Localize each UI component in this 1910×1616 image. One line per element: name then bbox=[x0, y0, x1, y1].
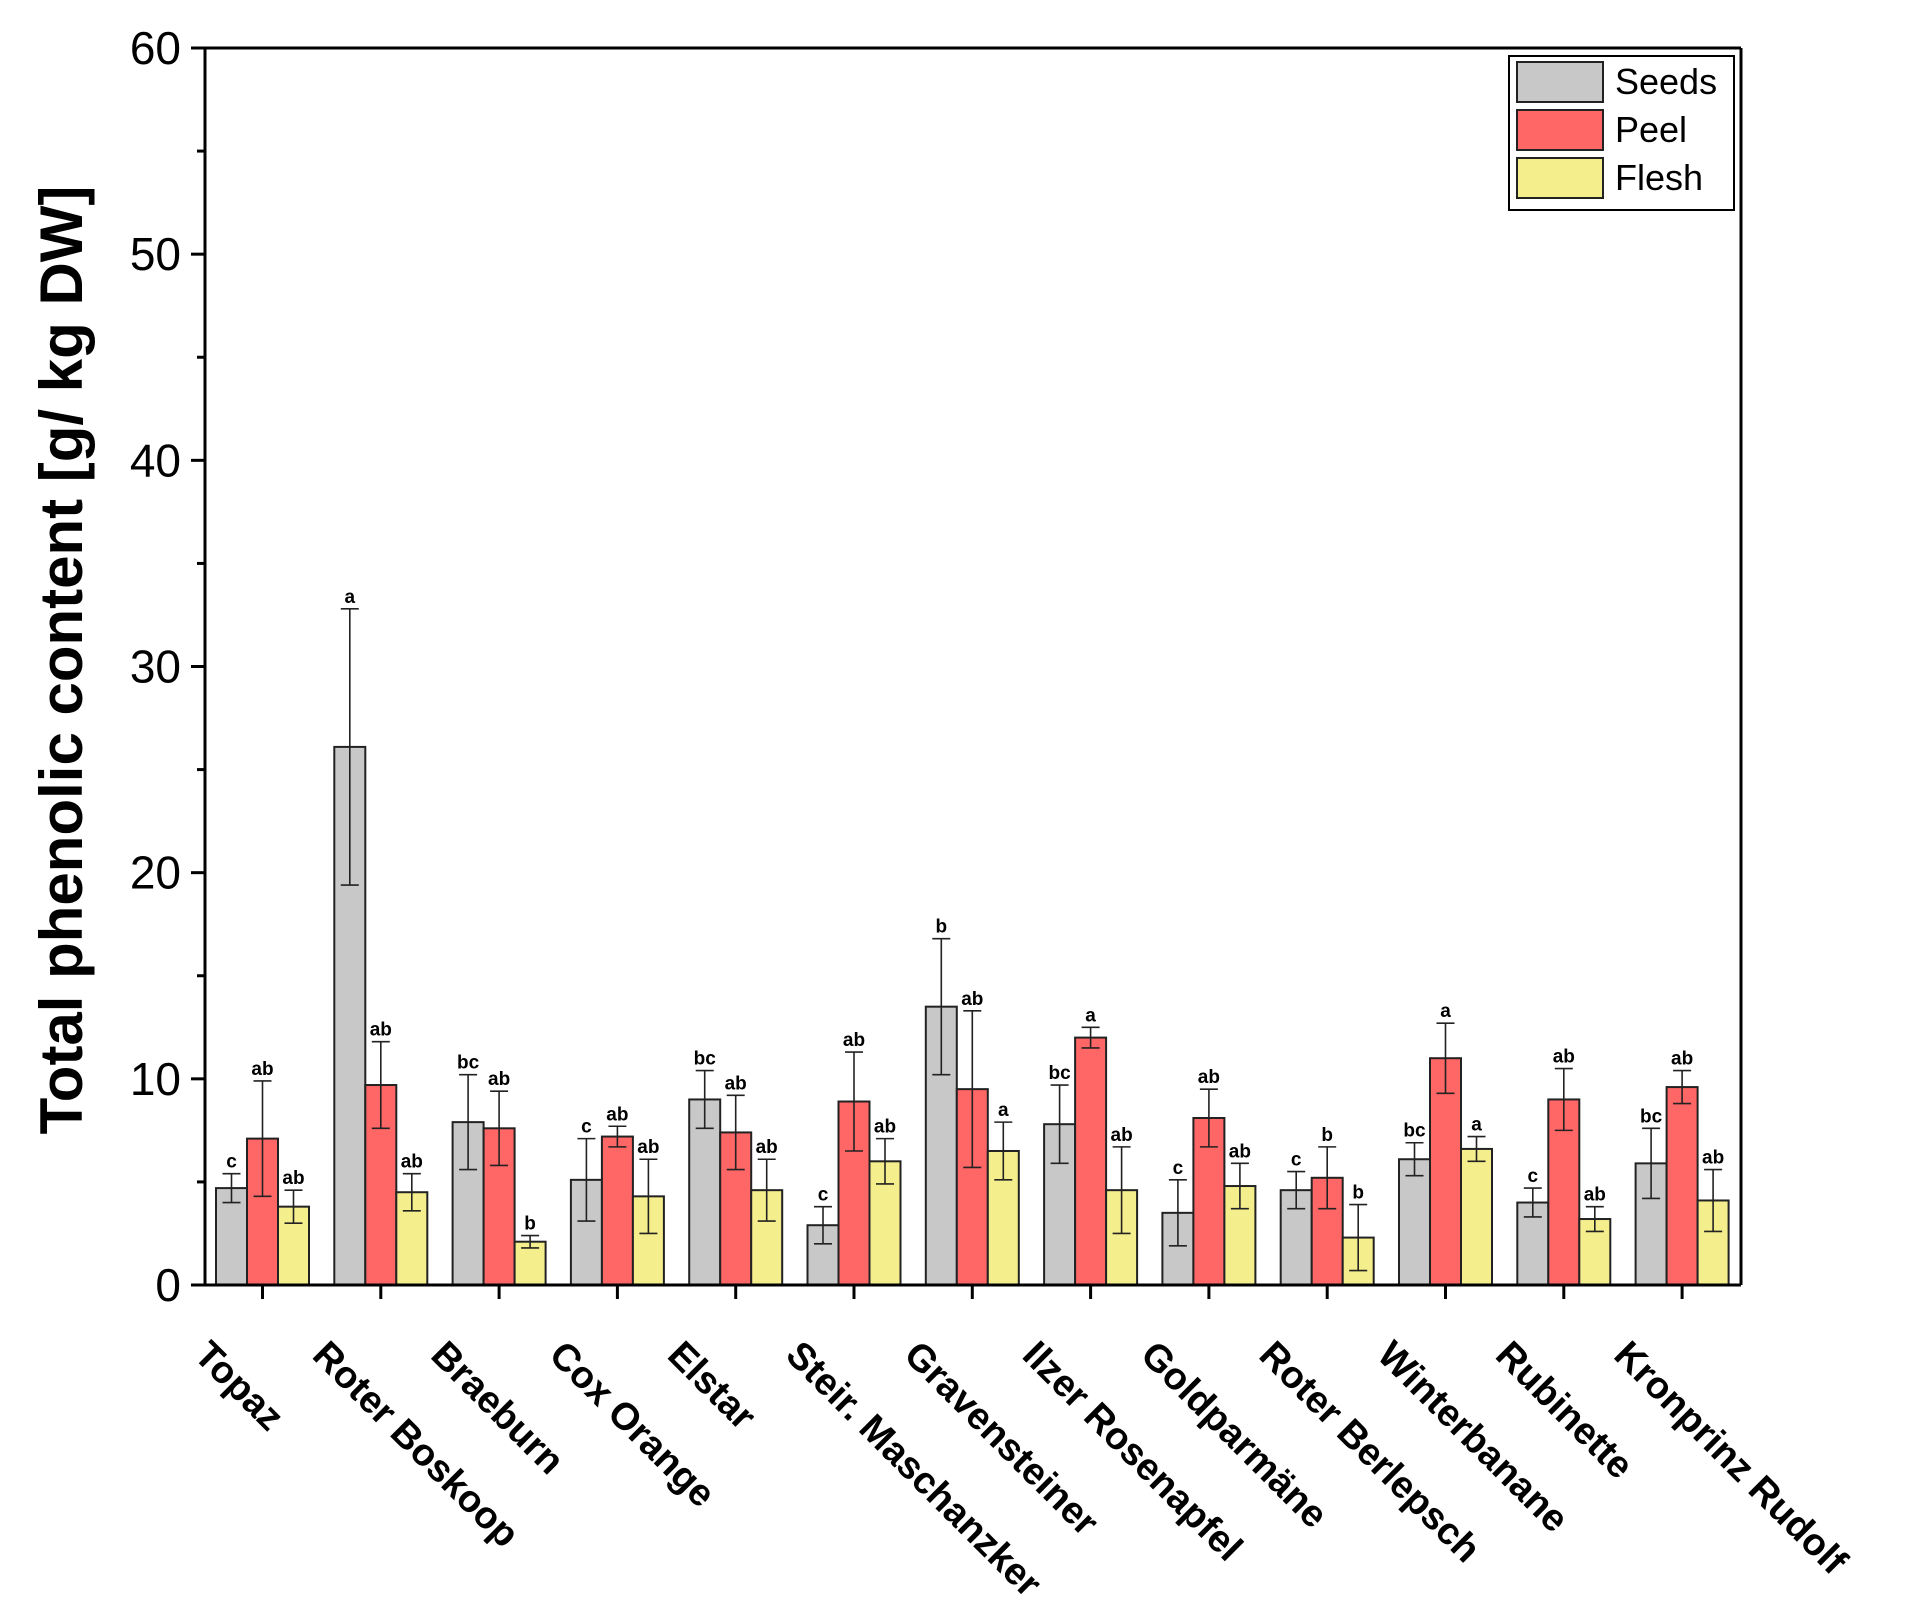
significance-letter: ab bbox=[1584, 1185, 1606, 1206]
significance-letter: ab bbox=[1702, 1148, 1724, 1169]
significance-letter: c bbox=[581, 1117, 592, 1138]
significance-letter: b bbox=[935, 917, 947, 938]
x-category-label: Ilzer Rosenapfel bbox=[1014, 1334, 1250, 1570]
legend: Seeds Peel Flesh bbox=[1508, 55, 1735, 211]
significance-letter: bc bbox=[457, 1053, 480, 1074]
significance-letter: bc bbox=[1403, 1121, 1426, 1142]
significance-letter: ab bbox=[606, 1104, 628, 1125]
significance-letter: ab bbox=[1229, 1141, 1251, 1162]
legend-label-flesh: Flesh bbox=[1615, 157, 1703, 198]
y-tick-label: 30 bbox=[130, 641, 181, 693]
y-axis-label: Total phenolic content [g/ kg DW] bbox=[28, 186, 95, 1135]
y-tick-label: 50 bbox=[130, 228, 181, 280]
significance-letter: a bbox=[1085, 1005, 1096, 1026]
y-tick-label: 60 bbox=[130, 22, 181, 74]
significance-letter: ab bbox=[756, 1137, 778, 1158]
significance-letter: b bbox=[1352, 1183, 1364, 1204]
significance-letter: b bbox=[524, 1214, 536, 1235]
significance-letter: c bbox=[1173, 1158, 1184, 1179]
legend-swatch-flesh bbox=[1516, 157, 1604, 199]
bar-seeds bbox=[1398, 1158, 1431, 1286]
legend-swatch-seeds bbox=[1516, 61, 1604, 103]
legend-label-peel: Peel bbox=[1615, 109, 1687, 150]
significance-letter: ab bbox=[874, 1117, 896, 1138]
y-tick-label: 20 bbox=[130, 847, 181, 899]
x-category-label: Elstar bbox=[659, 1334, 764, 1439]
x-category-label: Roter Boskoop bbox=[304, 1334, 526, 1556]
significance-letter: ab bbox=[1111, 1125, 1133, 1146]
bar-flesh bbox=[513, 1240, 547, 1286]
significance-letter: ab bbox=[961, 989, 983, 1010]
significance-letter: ab bbox=[251, 1059, 273, 1080]
significance-letter: c bbox=[226, 1152, 237, 1173]
significance-letter: bc bbox=[1640, 1106, 1663, 1127]
significance-letter: a bbox=[1440, 1001, 1451, 1022]
legend-label-seeds: Seeds bbox=[1615, 61, 1717, 102]
significance-letter: ab bbox=[1671, 1049, 1693, 1070]
significance-letter: a bbox=[345, 587, 356, 608]
significance-letter: bc bbox=[1049, 1063, 1072, 1084]
significance-letter: b bbox=[1321, 1125, 1333, 1146]
significance-letter: a bbox=[1471, 1115, 1482, 1136]
significance-letter: ab bbox=[282, 1168, 304, 1189]
significance-letter: c bbox=[1528, 1166, 1539, 1187]
significance-letter: a bbox=[998, 1100, 1009, 1121]
bar-peel bbox=[1074, 1036, 1108, 1286]
significance-letter: ab bbox=[1198, 1067, 1220, 1088]
x-category-label: Roter Berlepsch bbox=[1251, 1334, 1488, 1571]
bar-peel bbox=[1665, 1086, 1699, 1286]
significance-letter: ab bbox=[401, 1152, 423, 1173]
significance-letter: c bbox=[1291, 1150, 1302, 1171]
legend-swatch-peel bbox=[1516, 109, 1604, 151]
y-tick-label: 40 bbox=[130, 434, 181, 486]
significance-letter: ab bbox=[488, 1069, 510, 1090]
significance-letter: ab bbox=[843, 1030, 865, 1051]
significance-letter: ab bbox=[370, 1020, 392, 1041]
y-tick-label: 0 bbox=[155, 1259, 181, 1311]
significance-letter: ab bbox=[725, 1073, 747, 1094]
y-tick-label: 10 bbox=[130, 1053, 181, 1105]
significance-letter: bc bbox=[694, 1049, 717, 1070]
bar-peel bbox=[600, 1135, 634, 1287]
x-category-label: Topaz bbox=[186, 1334, 291, 1439]
significance-letter: c bbox=[818, 1185, 829, 1206]
significance-letter: ab bbox=[637, 1137, 659, 1158]
significance-letter: ab bbox=[1553, 1047, 1575, 1068]
bar-flesh bbox=[1460, 1147, 1493, 1287]
x-category-label: Kronprinz Rudolf bbox=[1606, 1334, 1855, 1583]
